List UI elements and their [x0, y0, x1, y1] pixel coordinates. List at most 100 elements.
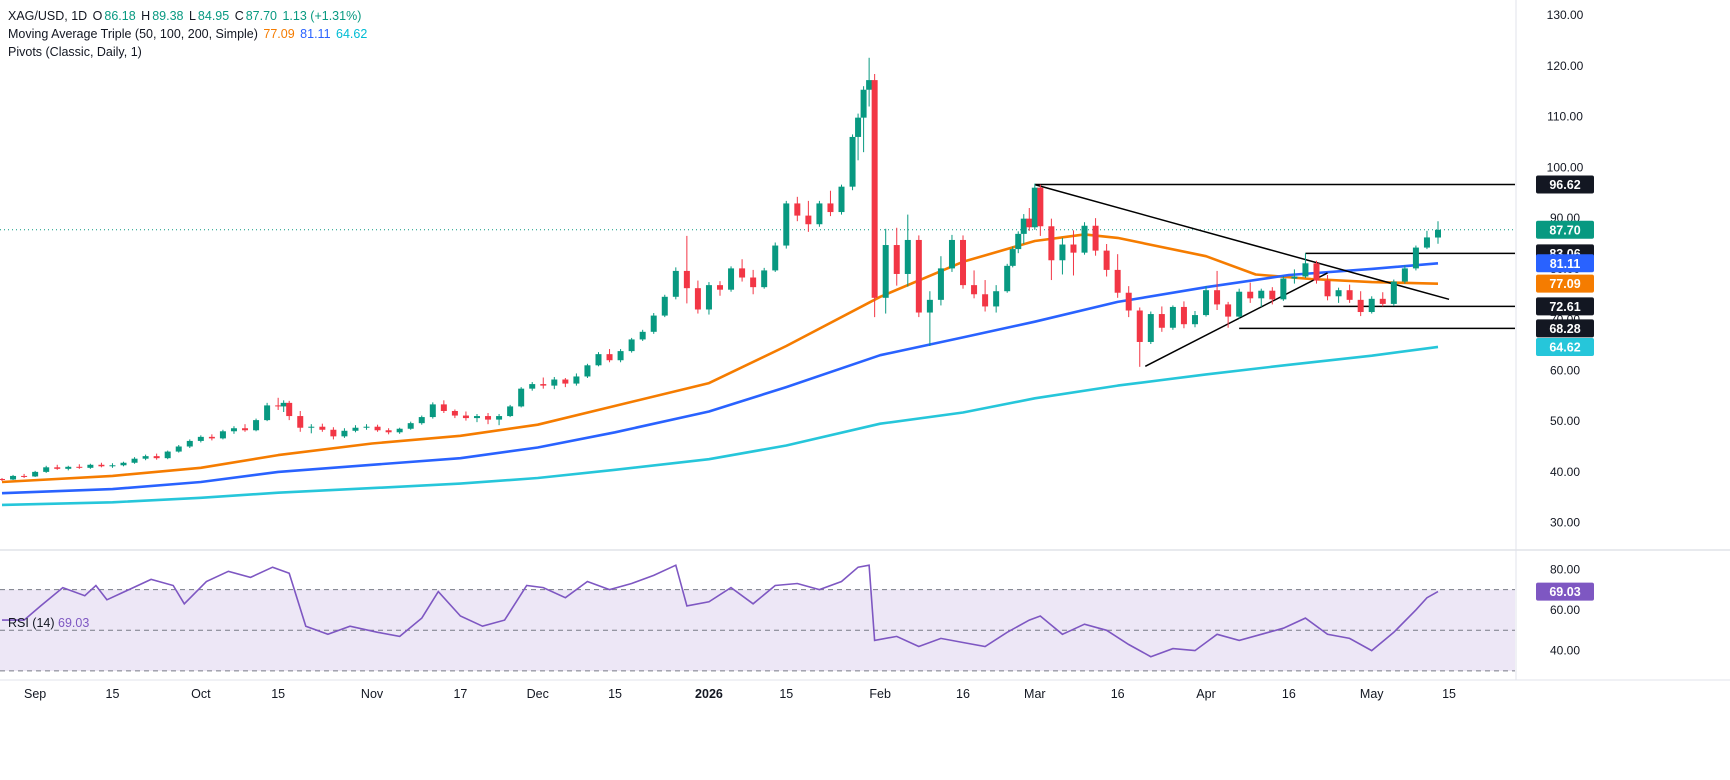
candle-body [1125, 292, 1132, 311]
candle [1302, 253, 1309, 279]
candle [761, 267, 768, 289]
high-label: H [141, 9, 151, 23]
candle-body [1313, 263, 1320, 281]
candle-body [694, 288, 701, 310]
candle [683, 235, 690, 304]
candle-body [750, 277, 757, 288]
trendlines [1034, 183, 1450, 367]
rsi-label-box [1536, 582, 1594, 601]
candle-body [761, 270, 768, 288]
candle [915, 235, 922, 318]
candle-body [407, 423, 414, 429]
candle-body [1004, 265, 1011, 292]
candle-body [440, 404, 447, 411]
price-label-text: 81.11 [1550, 257, 1581, 271]
candle [1147, 311, 1154, 344]
price-tick-label: 50.00 [1550, 414, 1580, 428]
candle [175, 444, 182, 453]
candle-body [275, 405, 282, 407]
candle-body [1026, 218, 1033, 228]
candle-body [827, 203, 834, 213]
candle-body [904, 239, 911, 274]
candle [385, 428, 392, 435]
candle-body [219, 431, 226, 439]
candle [1225, 301, 1232, 328]
price-label-text: 87.70 [1549, 223, 1580, 237]
candle-body [1147, 314, 1154, 342]
candle [54, 464, 61, 470]
candle-body [473, 416, 480, 419]
candle [971, 270, 978, 299]
candle [866, 57, 873, 107]
candle [253, 418, 260, 432]
time-tick-label: Oct [191, 687, 211, 701]
candle-body [65, 466, 72, 469]
candle [717, 281, 723, 296]
candle-body [286, 402, 293, 417]
rsi-tick-label: 40.00 [1550, 644, 1580, 658]
candle-body [573, 376, 580, 384]
candle [1031, 183, 1038, 230]
candle-body [1368, 298, 1375, 313]
candle-body [175, 446, 182, 452]
candle-body [164, 451, 171, 459]
pivots-legend[interactable]: Pivots (Classic, Daily, 1) [8, 44, 144, 61]
candle [1004, 263, 1011, 293]
candle [1136, 307, 1143, 367]
candle [1114, 254, 1121, 298]
rsi-legend[interactable]: RSI (14) 69.03 [8, 616, 89, 630]
price-tick-label: 60.00 [1550, 363, 1580, 377]
candle-body [462, 415, 469, 419]
candle-body [728, 268, 735, 290]
price-label-box [1536, 220, 1594, 239]
candle [1269, 287, 1276, 305]
candle-body [374, 426, 381, 431]
candle [462, 411, 469, 421]
candle [230, 426, 237, 434]
price-tick-label: 110.00 [1547, 110, 1583, 124]
ma-legend[interactable]: Moving Average Triple (50, 100, 200, Sim… [8, 26, 369, 43]
candle [363, 424, 370, 430]
candle [783, 200, 790, 249]
candle-body [562, 379, 569, 384]
candle-body [1236, 291, 1243, 317]
candle [319, 423, 326, 432]
price-label-box [1536, 254, 1594, 273]
candle [1169, 305, 1176, 330]
candle-body [1037, 187, 1044, 227]
candle [153, 453, 160, 460]
time-tick-label: Feb [869, 687, 891, 701]
candle [429, 402, 436, 419]
candle [838, 184, 845, 215]
candle-body [230, 428, 237, 432]
candle-body [1302, 263, 1309, 277]
candle [871, 74, 878, 318]
candle [617, 349, 624, 363]
low-label: L [188, 9, 196, 23]
candle [275, 397, 282, 410]
candle [893, 227, 900, 286]
candle-body [893, 245, 900, 274]
candle-body [319, 426, 326, 430]
candle [0, 477, 5, 482]
time-tick-label: Apr [1196, 687, 1215, 701]
candle [1280, 275, 1287, 301]
candle [1203, 286, 1210, 317]
candle [661, 294, 668, 318]
candle [341, 428, 348, 438]
candle [1070, 230, 1077, 276]
candle-body [971, 285, 978, 295]
candle-body [584, 365, 591, 377]
candle [606, 349, 613, 363]
candle [595, 352, 602, 367]
candle [1081, 222, 1088, 255]
time-tick-label: 16 [1111, 687, 1125, 701]
candle [1324, 274, 1331, 301]
candle-body [1324, 280, 1331, 297]
symbol-label[interactable]: XAG/USD, 1D [8, 9, 88, 23]
ma50-value: 77.09 [263, 27, 295, 41]
time-tick-label: Sep [24, 687, 46, 701]
close-label: C [234, 9, 244, 23]
candle-body [982, 294, 989, 307]
